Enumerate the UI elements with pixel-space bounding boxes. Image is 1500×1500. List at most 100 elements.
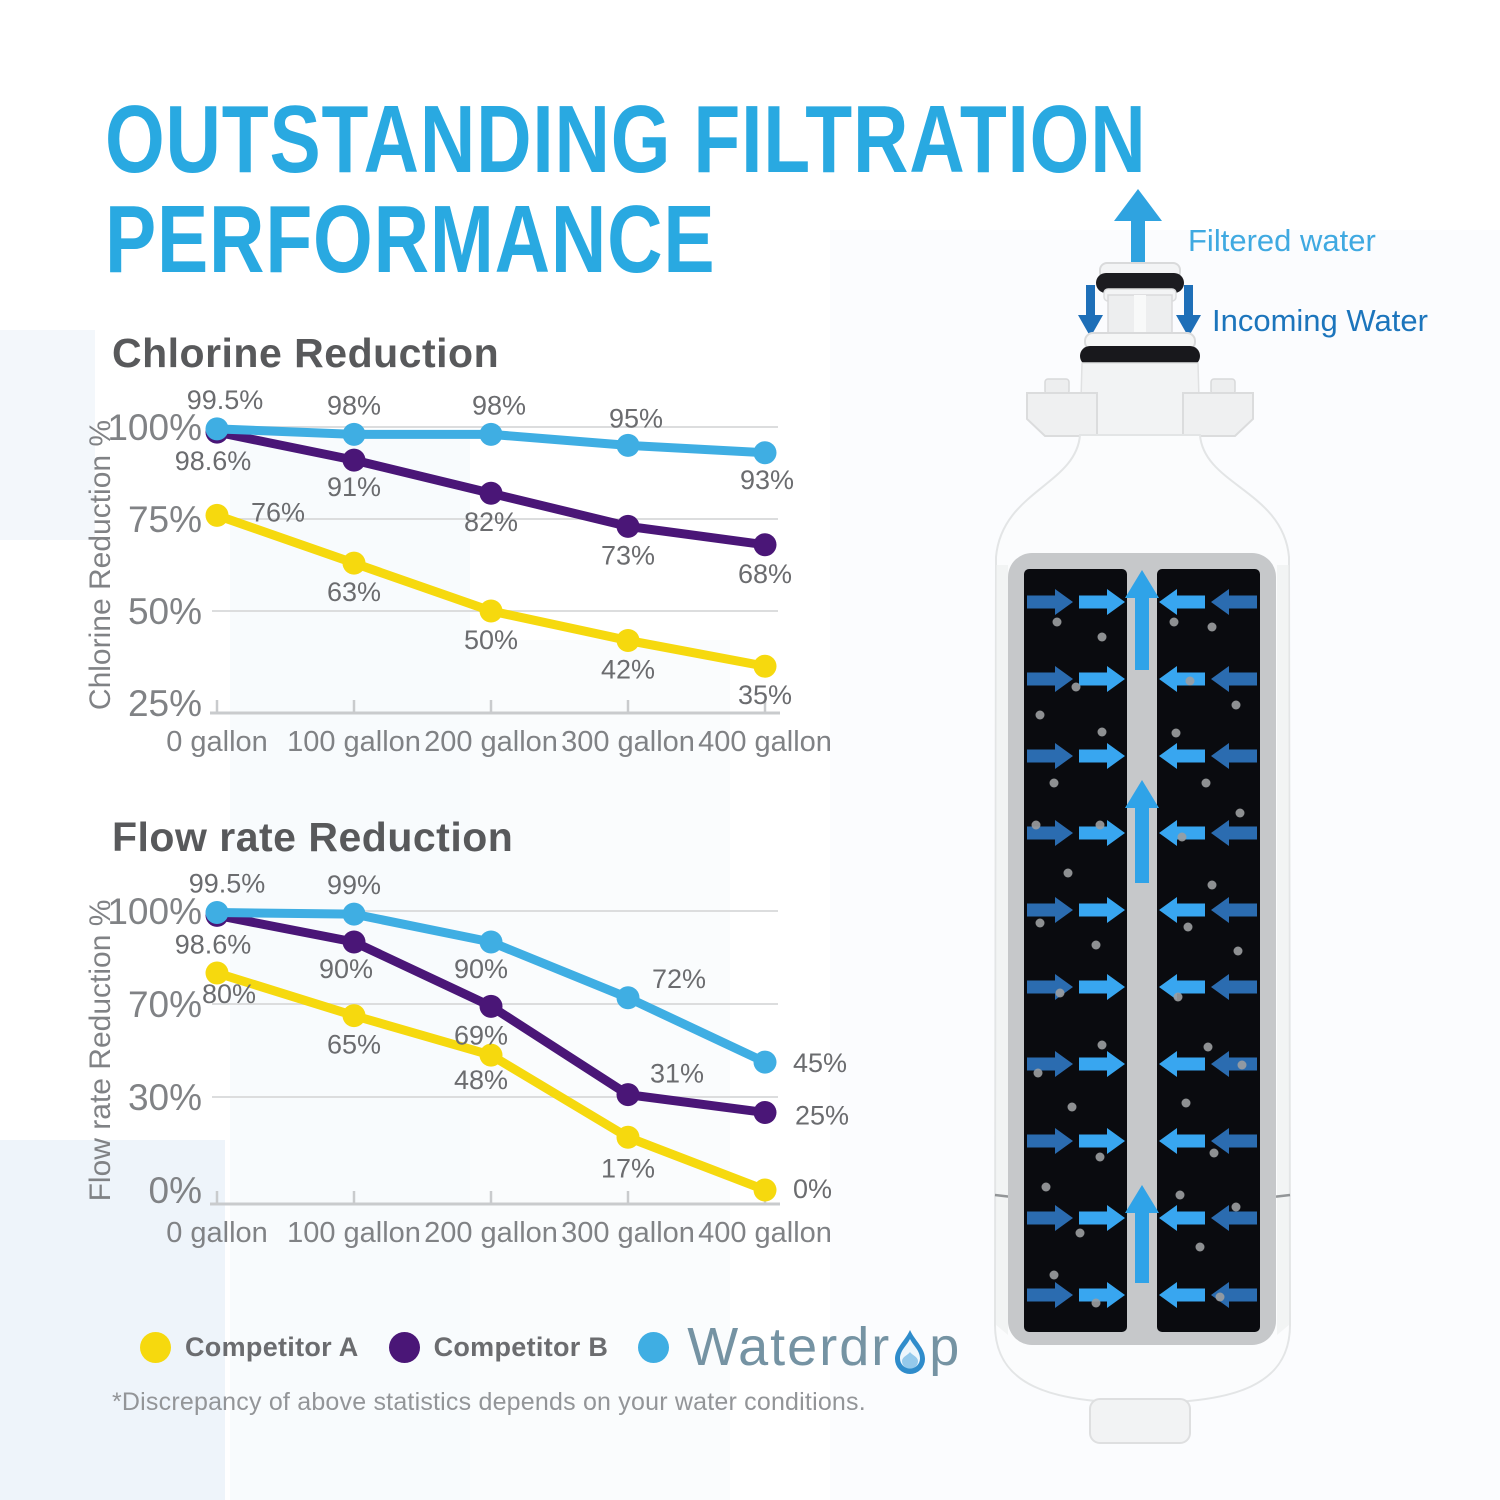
- data-point: [753, 1101, 777, 1124]
- flow-arrow-icon: [1211, 589, 1257, 615]
- incoming-water-arrow-left-icon: [1078, 285, 1103, 337]
- category-label: 100 gallon: [287, 726, 421, 758]
- particle-dot: [1091, 940, 1101, 950]
- flow-arrow-icon: [1211, 1282, 1257, 1308]
- data-label: 99%: [327, 870, 381, 900]
- mount-nub-right: [1210, 378, 1236, 395]
- channel-up-arrow-icon: [1125, 780, 1159, 883]
- data-label: 63%: [327, 577, 381, 607]
- data-label: 25%: [795, 1101, 849, 1131]
- mount-tab-left: [1026, 392, 1098, 437]
- flow-arrow-icon: [1159, 743, 1205, 769]
- flow-arrow-icon: [1211, 820, 1257, 846]
- data-label: 95%: [609, 403, 663, 433]
- particle-dot: [1097, 1040, 1107, 1050]
- data-label: 98%: [327, 390, 381, 420]
- flow-arrow-icon: [1211, 1128, 1257, 1154]
- data-label: 31%: [650, 1059, 704, 1089]
- waterdrop-logo: Waterdr p: [687, 1316, 961, 1378]
- flow-arrow-icon: [1211, 1205, 1257, 1231]
- waterdrop-dot-icon: [638, 1331, 670, 1363]
- legend-item-waterdrop: Waterdr p: [638, 1316, 961, 1378]
- data-label: 99.5%: [189, 869, 266, 899]
- mount-tab-right: [1182, 392, 1254, 437]
- data-label: 90%: [454, 954, 508, 984]
- flow-arrow-icon: [1211, 743, 1257, 769]
- particle-dot: [1049, 1270, 1059, 1280]
- data-label: 35%: [738, 680, 792, 710]
- data-label: 80%: [202, 979, 256, 1009]
- chlorine-chart-title: Chlorine Reduction: [112, 330, 500, 376]
- flow-arrow-icon: [1159, 589, 1205, 615]
- particle-dot: [1183, 922, 1193, 932]
- mount-nub-left: [1044, 378, 1070, 395]
- category-label: 400 gallon: [698, 1217, 832, 1249]
- particle-dot: [1181, 1098, 1191, 1108]
- chart-legend: Competitor A Competitor B Waterdr p: [140, 1316, 961, 1378]
- y-tick-label: 70%: [128, 984, 202, 1025]
- data-label: 76%: [251, 497, 305, 527]
- particle-dot: [1171, 728, 1181, 738]
- particle-dot: [1177, 832, 1187, 842]
- data-label: 17%: [601, 1153, 655, 1183]
- data-point: [479, 994, 503, 1018]
- category-label: 200 gallon: [424, 1217, 558, 1249]
- flow-arrow-icon: [1211, 666, 1257, 692]
- flow-arrow-icon: [1159, 666, 1205, 692]
- data-point: [616, 1125, 640, 1149]
- filter-cartridge-illustration: Filtered water Incoming Water: [993, 189, 1428, 1444]
- flow-arrow-icon: [1027, 1282, 1073, 1308]
- footnote: *Discrepancy of above statistics depends…: [112, 1388, 866, 1416]
- flow-arrow-icon: [1079, 897, 1125, 923]
- flow-arrow-icon: [1079, 1282, 1125, 1308]
- flow-chart-title: Flow rate Reduction: [112, 814, 514, 860]
- flow-arrow-icon: [1159, 897, 1205, 923]
- flow-arrow-icon: [1211, 897, 1257, 923]
- particle-dot: [1185, 676, 1195, 686]
- particle-dot: [1049, 778, 1059, 788]
- particle-dot: [1035, 710, 1045, 720]
- flow-arrow-icon: [1027, 589, 1073, 615]
- particle-dot: [1063, 868, 1073, 878]
- data-label: 68%: [738, 559, 792, 589]
- data-point: [479, 1043, 503, 1067]
- data-label: 50%: [464, 625, 518, 655]
- flow-arrow-icon: [1027, 897, 1073, 923]
- background-patch: [0, 330, 95, 540]
- particle-dot: [1095, 820, 1105, 830]
- particle-dots: [1031, 617, 1247, 1308]
- page-title-line2: PERFORMANCE: [105, 186, 716, 293]
- particle-dot: [1201, 778, 1211, 788]
- o-ring-bottom: [1080, 346, 1200, 366]
- data-point: [753, 441, 777, 465]
- flow-arrow-icon: [1079, 1128, 1125, 1154]
- particle-dot: [1091, 1298, 1101, 1308]
- y-tick-label: 0%: [149, 1170, 202, 1211]
- particle-dot: [1215, 1292, 1225, 1302]
- particle-dot: [1237, 1060, 1247, 1070]
- particle-dot: [1207, 622, 1217, 632]
- particle-dot: [1031, 820, 1041, 830]
- legend-item-competitor-a: Competitor A: [140, 1331, 359, 1363]
- flow-arrow-icon: [1079, 1051, 1125, 1077]
- data-point: [205, 961, 229, 985]
- flow-arrow-icon: [1027, 1128, 1073, 1154]
- y-tick-label: 100%: [107, 407, 202, 448]
- y-axis-title: Flow rate Reduction %: [84, 900, 117, 1202]
- particle-dot: [1052, 617, 1062, 627]
- data-point: [342, 930, 366, 954]
- data-label: 0%: [793, 1174, 832, 1204]
- y-tick-label: 25%: [128, 683, 202, 724]
- flow-arrow-icon: [1027, 743, 1073, 769]
- o-ring-top: [1096, 273, 1184, 293]
- particle-dot: [1209, 1148, 1219, 1158]
- incoming-water-arrow-right-icon: [1176, 285, 1201, 337]
- data-point: [479, 422, 503, 446]
- flow-arrow-icon: [1079, 589, 1125, 615]
- flow-arrow-icon: [1079, 974, 1125, 1000]
- particle-dot: [1203, 1042, 1213, 1052]
- data-label: 65%: [327, 1030, 381, 1060]
- y-tick-label: 30%: [128, 1077, 202, 1118]
- particle-dot: [1169, 617, 1179, 627]
- y-tick-label: 50%: [128, 591, 202, 632]
